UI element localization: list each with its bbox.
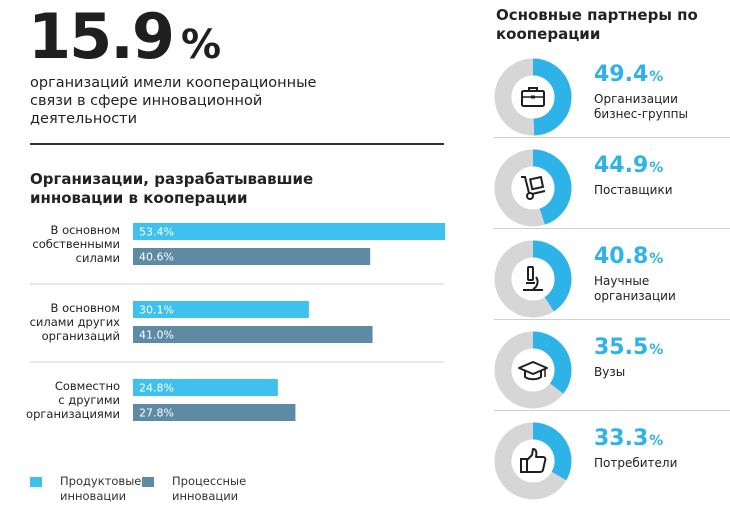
partner-divider [494, 228, 730, 229]
headline-description: организаций имели кооперационные связи в… [30, 75, 317, 127]
partner-percent-value: 35.5 [594, 335, 649, 360]
bar-product [133, 301, 309, 318]
partner-label: Научные организации [594, 274, 676, 303]
partner-percent: 40.8% [594, 244, 663, 269]
thumbs-up-icon [520, 448, 547, 473]
partner-donut [494, 240, 572, 318]
partner-donut [494, 149, 572, 227]
legend-product-label: Продуктовые инновации [60, 474, 142, 503]
chart-title: Организации, разрабатывавшие инновации в… [30, 170, 314, 207]
donut-share-arc [494, 58, 572, 136]
bar-value-label: 53.4% [139, 226, 174, 239]
partner-percent-value: 49.4 [594, 62, 649, 87]
partner-percent: 33.3% [594, 426, 663, 451]
donut-hole [511, 439, 555, 483]
partner-percent: 49.4% [594, 62, 663, 87]
divider [30, 143, 444, 145]
partners-title: Основные партнеры по кооперации [496, 6, 698, 43]
bar-chart: В основном собственными силами 53.4% 40.6% В … [26, 223, 445, 421]
partner-percent-sign: % [649, 69, 664, 85]
partner-label: Вузы [594, 365, 626, 379]
partner-percent-value: 33.3 [594, 426, 649, 451]
hand-truck-icon [521, 175, 546, 200]
partner-item: 35.5% Вузы [494, 331, 730, 411]
microscope-icon [523, 266, 543, 291]
partner-percent-sign: % [649, 251, 664, 267]
legend-process-label: Процессные инновации [172, 474, 247, 503]
bar-value-label: 24.8% [139, 382, 174, 395]
partner-donut [494, 422, 572, 500]
partner-divider [494, 410, 730, 411]
bar-value-label: 40.6% [139, 251, 174, 264]
partner-percent-sign: % [649, 342, 664, 358]
donut-share-arc [494, 331, 572, 409]
category-label: В основном собственными силами [32, 223, 120, 265]
partner-percent: 35.5% [594, 335, 663, 360]
bar-product [133, 223, 445, 240]
donut-share-arc [494, 422, 572, 500]
briefcase-icon [521, 87, 545, 107]
graduation-cap-icon [518, 361, 548, 381]
partner-item: 33.3% Потребители [494, 422, 730, 502]
partner-label: Организации бизнес-группы [594, 92, 688, 121]
headline-value: 15.9% [28, 2, 221, 72]
partner-percent-sign: % [649, 433, 664, 449]
bar-process [133, 404, 296, 421]
legend-process-swatch [142, 477, 154, 487]
bar-value-label: 41.0% [139, 329, 174, 342]
bar-process [133, 326, 373, 343]
partner-donut [494, 58, 572, 136]
bar-product [133, 379, 278, 396]
partner-label: Потребители [594, 456, 678, 470]
category-label: В основном силами других организаций [30, 301, 121, 343]
bar-value-label: 30.1% [139, 304, 174, 317]
partner-label: Поставщики [594, 183, 673, 197]
partner-percent-sign: % [649, 160, 664, 176]
bar-process [133, 248, 371, 265]
donut-hole [511, 348, 555, 392]
bar-value-label: 27.8% [139, 407, 174, 420]
donut-share-arc [494, 240, 572, 318]
category-label: Совместно с другими организациями [26, 379, 120, 421]
partner-item: 40.8% Научные организации [494, 240, 730, 320]
partner-donut [494, 331, 572, 409]
donut-share-arc [494, 149, 572, 227]
headline-percent: % [180, 22, 222, 68]
partner-percent-value: 40.8 [594, 244, 649, 269]
partner-item: 44.9% Поставщики [494, 149, 730, 229]
partner-percent-value: 44.9 [594, 153, 649, 178]
partner-divider [494, 319, 730, 320]
headline-number: 15.9 [28, 0, 175, 73]
partner-divider [494, 137, 730, 138]
legend-product-swatch [30, 477, 42, 487]
partner-item: 49.4% Организации бизнес-группы [494, 58, 730, 138]
partner-percent: 44.9% [594, 153, 663, 178]
